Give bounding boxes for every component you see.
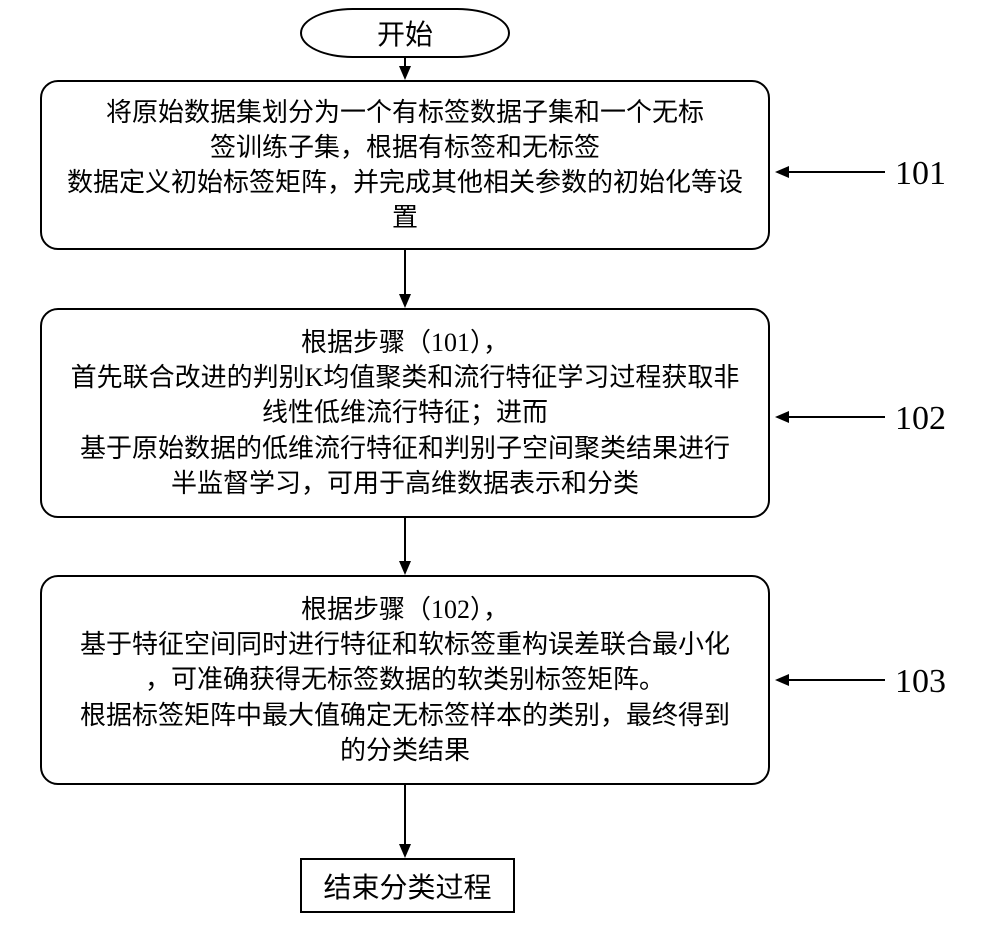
flow-arrow (399, 58, 411, 80)
step-label-103: 103 (895, 663, 946, 701)
process-line: 根据步骤（102）， (301, 592, 509, 627)
process-line: 首先联合改进的判别K均值聚类和流行特征学习过程获取非 (71, 360, 740, 395)
end-node: 结束分类过程 (300, 858, 515, 913)
process-line: 将原始数据集划分为一个有标签数据子集和一个无标 (106, 95, 704, 130)
process-line: 半监督学习，可用于高维数据表示和分类 (171, 466, 639, 501)
start-node: 开始 (300, 8, 510, 58)
flow-arrow (399, 518, 411, 575)
process-line: 签训练子集，根据有标签和无标签 (210, 130, 600, 165)
process-line: 基于特征空间同时进行特征和软标签重构误差联合最小化 (80, 627, 730, 662)
process-line: 线性低维流行特征；进而 (262, 395, 548, 430)
process-line: 数据定义初始标签矩阵，并完成其他相关参数的初始化等设 (67, 165, 743, 200)
process-line: 的分类结果 (340, 733, 470, 768)
process-line: 置 (392, 200, 418, 235)
process-node-101: 将原始数据集划分为一个有标签数据子集和一个无标 签训练子集，根据有标签和无标签 … (40, 80, 770, 250)
process-line: 基于原始数据的低维流行特征和判别子空间聚类结果进行 (80, 431, 730, 466)
flow-arrow (399, 785, 411, 858)
process-line: 根据步骤（101）， (301, 325, 509, 360)
flowchart-canvas: 开始 将原始数据集划分为一个有标签数据子集和一个无标 签训练子集，根据有标签和无… (0, 0, 1000, 929)
step-label-101: 101 (895, 155, 946, 193)
process-node-103: 根据步骤（102）， 基于特征空间同时进行特征和软标签重构误差联合最小化 ，可准… (40, 575, 770, 785)
step-label-102: 102 (895, 400, 946, 438)
label-arrow (775, 166, 885, 178)
label-arrow (775, 674, 885, 686)
label-arrow (775, 411, 885, 423)
flow-arrow (399, 250, 411, 308)
process-node-102: 根据步骤（101）， 首先联合改进的判别K均值聚类和流行特征学习过程获取非 线性… (40, 308, 770, 518)
start-label: 开始 (377, 13, 433, 53)
end-label: 结束分类过程 (323, 866, 491, 906)
process-line: ，可准确获得无标签数据的软类别标签矩阵。 (145, 662, 665, 697)
process-line: 根据标签矩阵中最大值确定无标签样本的类别，最终得到 (80, 698, 730, 733)
